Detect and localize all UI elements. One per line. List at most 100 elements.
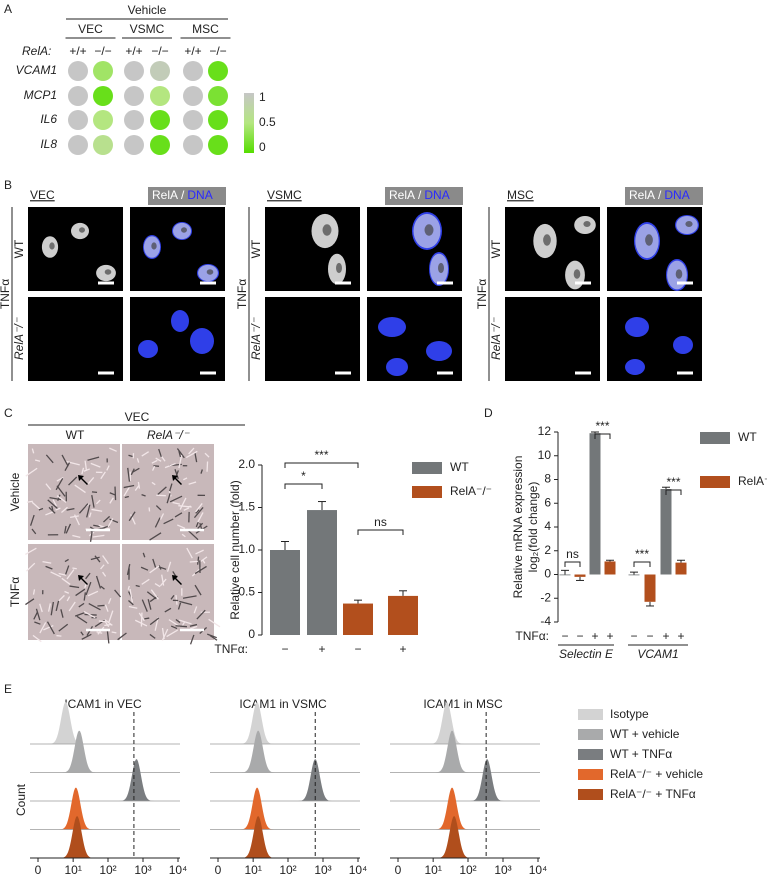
dot — [124, 61, 144, 81]
colorbar-tick: 0.5 — [259, 115, 276, 129]
cell — [93, 524, 100, 528]
cell — [128, 511, 136, 522]
cell — [114, 486, 117, 501]
cell — [193, 606, 198, 614]
legend-swatch — [578, 789, 603, 800]
nucleolus — [685, 221, 693, 227]
cell — [152, 558, 157, 568]
dot — [68, 61, 88, 81]
cell — [70, 515, 79, 519]
cell — [61, 577, 71, 585]
cell — [195, 503, 203, 513]
cell — [66, 569, 75, 580]
error-bar — [662, 486, 670, 489]
cell — [64, 558, 69, 563]
nucleus — [378, 317, 406, 337]
cell — [25, 467, 38, 477]
panel-label: D — [484, 406, 493, 420]
legend-label: RelA⁻/⁻ — [738, 474, 767, 488]
nucleolus — [675, 269, 683, 279]
cell — [196, 609, 206, 620]
cell — [26, 500, 33, 503]
cell — [56, 495, 67, 503]
dot — [208, 61, 228, 81]
cell — [141, 494, 146, 497]
x-tick-label: 10¹ — [244, 863, 261, 877]
cell — [106, 631, 110, 644]
cell — [75, 588, 86, 597]
dot — [93, 61, 113, 81]
y-axis-label: Count — [14, 783, 28, 816]
x-tick-label: 10² — [459, 863, 476, 877]
cell — [47, 499, 58, 509]
y-tick-label: -2 — [540, 590, 551, 604]
significance-bracket — [564, 561, 581, 567]
histogram-title: ICAM1 in VSMC — [239, 697, 327, 711]
cell — [182, 595, 197, 599]
cell — [178, 454, 183, 469]
y-axis-label: Relative mRNA expression — [511, 456, 525, 599]
micrograph — [28, 444, 120, 540]
cell — [96, 631, 103, 634]
row-label: IL6 — [40, 112, 57, 126]
cell — [64, 590, 70, 594]
cell — [72, 534, 81, 538]
cell — [68, 601, 76, 612]
cell — [103, 515, 111, 523]
error-bar — [399, 590, 407, 596]
cell — [109, 492, 116, 496]
histogram — [392, 816, 538, 858]
x-tick-label: 0 — [395, 863, 402, 877]
cell — [85, 581, 92, 596]
x-tick-label: − — [354, 642, 361, 656]
stain-name: RelA — [389, 188, 415, 202]
cell — [134, 619, 148, 627]
dot — [150, 61, 170, 81]
cell-type: VSMC — [267, 188, 302, 202]
nucleus — [190, 328, 214, 354]
cell — [204, 452, 210, 458]
dot — [93, 110, 113, 130]
significance-bracket — [357, 529, 404, 535]
histogram — [392, 787, 538, 830]
cell — [29, 514, 35, 526]
cell — [194, 452, 198, 463]
cell — [161, 628, 169, 641]
cell — [130, 514, 136, 525]
cell — [31, 528, 37, 535]
cell — [190, 625, 198, 630]
cell — [45, 454, 54, 464]
y-tick-label: 12 — [538, 424, 552, 438]
cell — [58, 623, 69, 632]
genotype: −/− — [94, 44, 111, 58]
cell — [181, 533, 186, 538]
dot — [183, 86, 203, 106]
error-bar — [606, 559, 614, 562]
nucleus — [426, 341, 452, 361]
x-tick-label: − — [576, 629, 583, 643]
cell — [51, 505, 54, 511]
cell — [100, 585, 105, 590]
bar — [270, 550, 300, 635]
cell — [155, 457, 162, 462]
cell — [56, 485, 66, 497]
x-tick-label: − — [630, 629, 637, 643]
nucleus — [625, 359, 645, 375]
cell — [158, 565, 162, 570]
group-label: VSMC — [130, 22, 165, 36]
cell — [189, 623, 198, 627]
cell — [61, 454, 69, 467]
stain-label: RelA / DNA — [389, 188, 450, 202]
cell — [206, 461, 209, 472]
cell — [107, 598, 112, 605]
row-label: TNFα — [8, 577, 22, 607]
histogram — [212, 787, 358, 830]
significance-bracket — [633, 561, 651, 567]
error-bar — [354, 599, 362, 604]
bar — [343, 603, 373, 635]
x-axis-label: TNFα: — [515, 629, 549, 643]
legend-swatch — [700, 432, 730, 444]
nucleolus — [322, 224, 332, 236]
bar — [307, 510, 337, 635]
cell — [50, 601, 55, 616]
